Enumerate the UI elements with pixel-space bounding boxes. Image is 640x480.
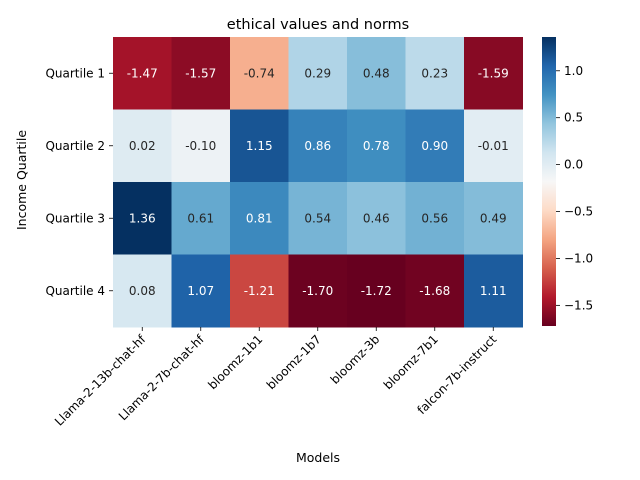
cell-value-label: -1.72 — [361, 284, 392, 298]
cell-value-label: 0.86 — [304, 139, 331, 153]
heatmap-cell — [113, 254, 172, 328]
cell-value-label: 0.02 — [129, 139, 156, 153]
y-axis-ticks: Quartile 1 Quartile 2 Quartile 3 Quartile 4 — [45, 66, 113, 298]
chart-title: ethical values and norms — [227, 17, 409, 33]
cell-value-label: 0.78 — [363, 139, 390, 153]
colorbar-tick-label: 0.0 — [564, 158, 583, 172]
cell-value-label: -1.57 — [185, 66, 216, 80]
y-tick-label: Quartile 3 — [45, 211, 105, 225]
heatmap-cell — [405, 109, 465, 183]
colorbar-ticks: 1.0 0.5 0.0 −0.5 −1.0 −1.5 — [556, 64, 593, 312]
x-tick-label: bloomz-3b — [328, 332, 383, 387]
heatmap-cell — [171, 37, 231, 110]
cell-value-label: -1.59 — [478, 66, 509, 80]
cell-value-label: -1.47 — [127, 66, 158, 80]
cell-value-label: 1.07 — [187, 284, 214, 298]
heatmap-cell — [288, 109, 348, 183]
heatmap-cell — [347, 182, 406, 255]
x-axis-ticks: Llama-2-13b-chat-hfLlama-2-7b-chat-hfblo… — [52, 327, 500, 429]
heatmap-cell — [113, 182, 172, 255]
cell-value-label: -0.74 — [244, 66, 275, 80]
heatmap-cell — [171, 182, 231, 255]
cell-value-label: -1.68 — [419, 284, 450, 298]
colorbar-tick-label: −1.0 — [564, 251, 593, 265]
x-tick-label: bloomz-7b1 — [381, 332, 441, 392]
cell-value-label: 1.15 — [246, 139, 273, 153]
heatmap-cell — [230, 37, 289, 110]
heatmap-cell — [347, 37, 406, 110]
cell-value-label: -1.21 — [244, 284, 275, 298]
colorbar-gradient — [542, 37, 556, 326]
colorbar: 1.0 0.5 0.0 −0.5 −1.0 −1.5 — [542, 37, 593, 326]
cell-value-label: 0.23 — [421, 66, 448, 80]
heatmap-cell — [230, 182, 289, 255]
y-tick-label: Quartile 4 — [45, 284, 105, 298]
x-axis-label: Models — [296, 450, 340, 465]
y-tick-label: Quartile 1 — [45, 66, 105, 80]
heatmap-cell — [113, 37, 172, 110]
cell-value-label: 0.56 — [421, 211, 448, 225]
heatmap-cells: -1.47 -1.57 -0.74 0.29 0.48 0.23 -1.59 0.02 -0.1… — [113, 37, 523, 328]
cell-value-label: 0.54 — [304, 211, 331, 225]
heatmap-cell — [464, 254, 523, 328]
heatmap-cell — [464, 109, 523, 183]
cell-value-label: 0.49 — [480, 211, 507, 225]
cell-value-label: 1.11 — [480, 284, 507, 298]
heatmap-cell — [288, 182, 348, 255]
heatmap-cell — [171, 109, 231, 183]
cell-value-label: 0.90 — [421, 139, 448, 153]
heatmap-cell — [405, 37, 465, 110]
cell-value-label: 0.08 — [129, 284, 156, 298]
cell-value-label: 0.46 — [363, 211, 390, 225]
heatmap-cell — [288, 254, 348, 328]
colorbar-tick-label: −1.5 — [564, 298, 593, 312]
heatmap-cell — [405, 182, 465, 255]
y-tick-label: Quartile 2 — [45, 139, 105, 153]
colorbar-tick-label: −0.5 — [564, 205, 593, 219]
heatmap-cell — [230, 254, 289, 328]
heatmap-cell — [113, 109, 172, 183]
heatmap-cell — [347, 109, 406, 183]
cell-value-label: -1.70 — [302, 284, 333, 298]
heatmap-cell — [464, 182, 523, 255]
y-axis-label: Income Quartile — [14, 130, 29, 230]
cell-value-label: -0.01 — [478, 139, 509, 153]
colorbar-tick-label: 0.5 — [564, 111, 583, 125]
heatmap-cell — [347, 254, 406, 328]
heatmap-cell — [464, 37, 523, 110]
heatmap-cell — [288, 37, 348, 110]
cell-value-label: -0.10 — [185, 139, 216, 153]
cell-value-label: 1.36 — [129, 211, 156, 225]
cell-value-label: 0.61 — [187, 211, 214, 225]
heatmap-cell — [405, 254, 465, 328]
x-tick-label: bloomz-1b1 — [205, 332, 265, 392]
heatmap-cell — [230, 109, 289, 183]
cell-value-label: 0.29 — [304, 66, 331, 80]
x-tick-label: bloomz-1b7 — [264, 332, 324, 392]
cell-value-label: 0.48 — [363, 66, 390, 80]
heatmap-cell — [171, 254, 231, 328]
cell-value-label: 0.81 — [246, 211, 273, 225]
colorbar-tick-label: 1.0 — [564, 64, 583, 78]
